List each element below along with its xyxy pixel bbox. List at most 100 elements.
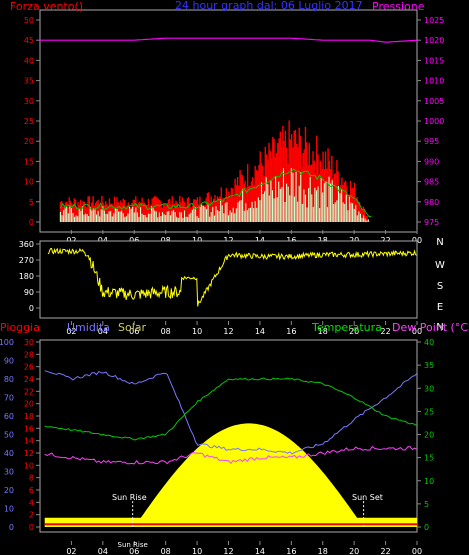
rain-tick-label: 2	[29, 511, 34, 520]
wind-tick-label: 0	[29, 218, 34, 227]
wind-tick-label: 15	[24, 157, 34, 166]
compass-label: E	[437, 302, 443, 313]
compass-label: S	[437, 281, 443, 292]
x-tick-label: 02	[66, 547, 76, 555]
direction-tick-label: 0	[29, 304, 34, 313]
temp-tick-label: 0	[424, 523, 429, 532]
avg-wind-line	[59, 168, 372, 218]
temp-tick-label: 40	[424, 338, 434, 347]
temp-tick-label: 20	[424, 431, 434, 440]
pressure-line	[40, 37, 418, 43]
temp-tick-label: 15	[424, 454, 434, 463]
wind-tick-label: 10	[24, 178, 34, 187]
temp-tick-label: 25	[424, 407, 434, 416]
sunrise-label: Sun Rise	[112, 493, 147, 502]
wind-tick-label: 50	[24, 16, 34, 25]
rain-tick-label: 12	[24, 449, 34, 458]
rain-tick-label: 6	[29, 486, 34, 495]
pressure-tick-label: 1025	[424, 16, 444, 25]
rain-tick-label: 18	[24, 412, 34, 421]
solar-base-band	[44, 517, 418, 527]
x-tick-label: 20	[349, 327, 359, 336]
temp-tick-label: 5	[424, 500, 429, 509]
x-tick-label: 14	[255, 547, 265, 555]
rain-tick-label: 14	[24, 437, 34, 446]
sunrise-tick-label: Sun Rise	[118, 541, 148, 549]
pressure-tick-label: 1005	[424, 97, 444, 106]
wind-tick-label: 25	[24, 117, 34, 126]
wind-tick-label: 45	[24, 36, 34, 45]
rain-tick-label: 20	[24, 400, 34, 409]
pressure-axis-label: Pressione	[372, 0, 425, 13]
rain-tick-label: 8	[29, 474, 34, 483]
direction-tick-label: 90	[24, 288, 34, 297]
pressure-tick-label: 1020	[424, 36, 444, 45]
rain-tick-label: 26	[24, 363, 34, 372]
x-tick-label: 04	[98, 547, 108, 555]
pressure-tick-label: 1000	[424, 117, 444, 126]
x-tick-label: 06	[129, 327, 139, 336]
x-tick-label: 18	[318, 547, 328, 555]
x-tick-label: 08	[161, 547, 171, 555]
wind-tick-label: 5	[29, 198, 34, 207]
x-tick-label: 18	[318, 327, 328, 336]
humidity-tick-label: 70	[4, 394, 14, 403]
pressure-tick-label: 975	[424, 218, 439, 227]
temp-tick-label: 35	[424, 361, 434, 370]
x-tick-label: 06	[129, 547, 139, 555]
pressure-tick-label: 985	[424, 178, 439, 187]
humidity-tick-label: 40	[4, 449, 14, 458]
pressure-tick-label: 990	[424, 157, 439, 166]
wind-pressure-panel: Forza vento() 24 hour graph dal: 06 Lugl…	[10, 0, 444, 245]
solar-area	[134, 423, 364, 527]
wind-tick-label: 40	[24, 56, 34, 65]
temp-tick-label: 30	[424, 384, 434, 393]
x-tick-label: 12	[223, 327, 233, 336]
humidity-line	[44, 370, 418, 455]
x-tick-label: 02	[66, 327, 76, 336]
x-tick-label: 16	[286, 327, 296, 336]
x-tick-label: 16	[286, 547, 296, 555]
wind-axis-label: Forza vento()	[10, 0, 83, 13]
humidity-tick-label: 0	[9, 523, 14, 532]
rain-tick-label: 22	[24, 387, 34, 396]
direction-tick-label: 180	[19, 272, 34, 281]
sunset-label: Sun Set	[352, 493, 383, 502]
x-tick-label: 08	[161, 327, 171, 336]
x-tick-label: 20	[349, 547, 359, 555]
pressure-tick-label: 1010	[424, 77, 444, 86]
rain-tick-label: 28	[24, 350, 34, 359]
rain-tick-label: 0	[29, 523, 34, 532]
x-tick-label: 00	[412, 327, 422, 336]
compass-label: W	[435, 260, 445, 271]
pressure-tick-label: 980	[424, 198, 439, 207]
humidity-tick-label: 30	[4, 468, 14, 477]
direction-line	[47, 247, 417, 307]
legend-solar: Solar	[118, 321, 147, 334]
pressure-tick-label: 995	[424, 137, 439, 146]
x-tick-label: 04	[98, 327, 108, 336]
direction-tick-label: 360	[19, 240, 34, 249]
humidity-tick-label: 60	[4, 412, 14, 421]
rain-tick-label: 30	[24, 338, 34, 347]
humidity-tick-label: 10	[4, 505, 14, 514]
humidity-tick-label: 80	[4, 375, 14, 384]
rain-tick-label: 10	[24, 461, 34, 470]
humidity-tick-label: 50	[4, 431, 14, 440]
rain-tick-label: 24	[24, 375, 34, 384]
humidity-tick-label: 90	[4, 357, 14, 366]
x-tick-label: 00	[412, 547, 422, 555]
dewpoint-line	[44, 445, 418, 465]
temp-tick-label: 10	[424, 477, 434, 486]
x-tick-label: 22	[380, 327, 390, 336]
rain-tick-label: 16	[24, 424, 34, 433]
legend-dewpoint: Dew Point (°C)	[392, 321, 469, 334]
x-tick-label: 12	[223, 547, 233, 555]
legend-humidity: Umidita	[67, 321, 110, 334]
compass-label: N	[436, 322, 443, 333]
wind-tick-label: 20	[24, 137, 34, 146]
direction-tick-label: 270	[19, 256, 34, 265]
panel-title: 24 hour graph dal: 06 Luglio 2017	[175, 0, 363, 12]
